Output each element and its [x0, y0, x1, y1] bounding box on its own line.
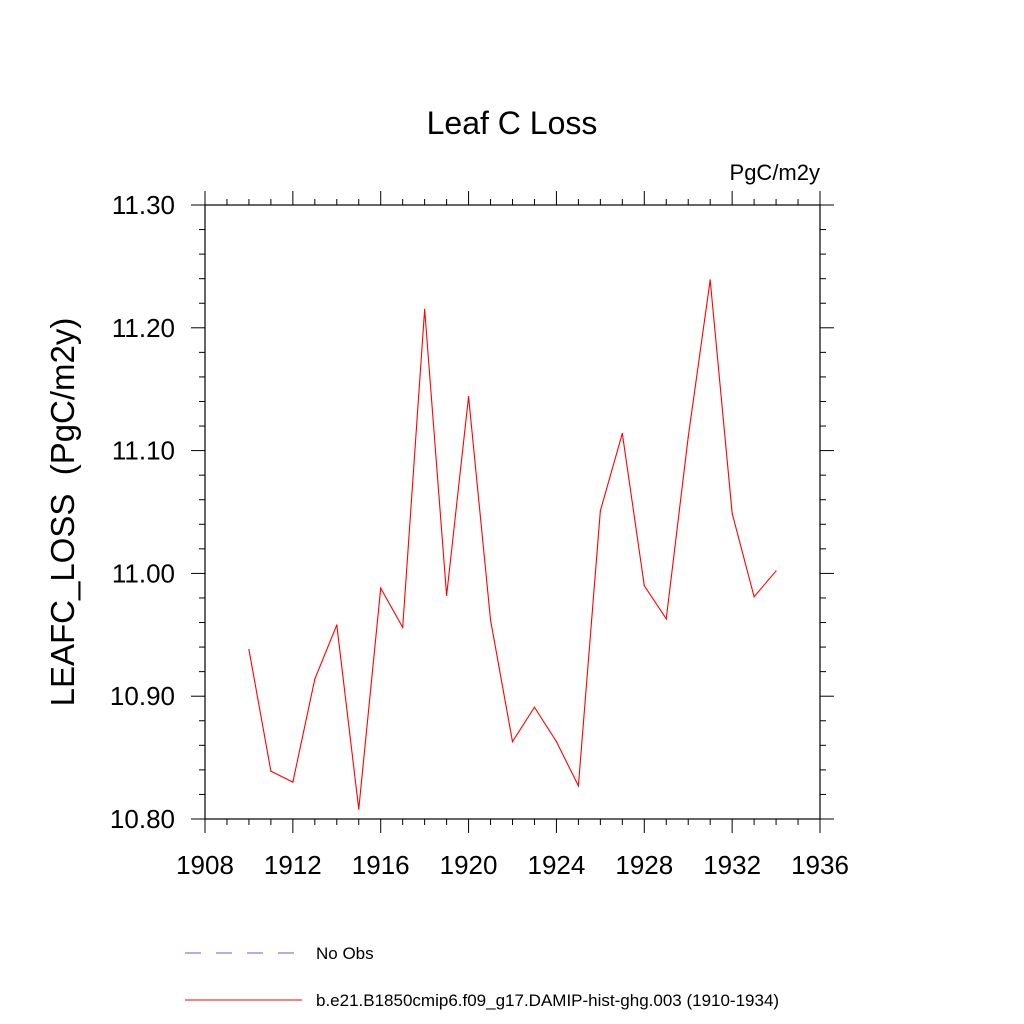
y-tick-label: 11.30: [112, 190, 175, 220]
data-point: [467, 395, 470, 398]
data-point: [380, 587, 382, 589]
x-tick-label: 1908: [176, 850, 234, 880]
data-point: [314, 678, 316, 680]
data-point: [621, 432, 623, 435]
data-point: [292, 781, 294, 783]
series-line-1: [248, 279, 777, 810]
plot-frame: [204, 204, 821, 820]
data-point: [687, 436, 689, 438]
data-point: [270, 770, 272, 772]
data-point: [446, 594, 448, 597]
axis-tick-labels: 1908 1912 1916 1920 1924 1928 1932 1936 10.80 10.…: [110, 190, 849, 880]
data-point: [402, 626, 404, 629]
data-point: [336, 624, 338, 626]
x-tick-label: 1936: [791, 850, 849, 880]
x-tick-label: 1924: [528, 850, 586, 880]
data-point: [248, 648, 250, 651]
data-point: [577, 785, 579, 787]
x-tick-label: 1912: [264, 850, 322, 880]
data-point: [665, 618, 667, 620]
data-point: [358, 808, 360, 810]
legend-label-model-run: b.e21.B1850cmip6.f09_g17.DAMIP-hist-ghg.…: [316, 991, 779, 1010]
data-point: [643, 585, 645, 587]
data-point: [709, 279, 711, 281]
legend-label-no-obs: No Obs: [316, 944, 374, 963]
data-point: [511, 741, 514, 743]
x-tick-label: 1928: [615, 850, 673, 880]
x-tick-label: 1932: [703, 850, 761, 880]
data-point: [775, 570, 777, 572]
y-tick-label: 10.90: [110, 681, 175, 711]
y-axis-label: LEAFC_LOSS (PgC/m2y): [44, 318, 81, 707]
legend: No Obs b.e21.B1850cmip6.f09_g17.DAMIP-hi…: [185, 944, 779, 1010]
y-tick-label: 10.80: [110, 804, 175, 834]
data-point: [489, 619, 492, 621]
y-tick-label: 11.20: [112, 313, 175, 343]
y-tick-label: 11.00: [112, 558, 175, 588]
data-point: [533, 706, 536, 708]
units-label: PgC/m2y: [730, 160, 820, 185]
axis-ticks: [191, 191, 834, 833]
y-tick-label: 11.10: [112, 436, 175, 466]
data-point: [555, 741, 558, 743]
data-point: [599, 510, 601, 512]
data-point: [753, 596, 755, 598]
data-point: [424, 308, 426, 310]
chart-title: Leaf C Loss: [427, 105, 598, 141]
data-point: [731, 512, 733, 514]
data-series: [248, 279, 777, 810]
x-tick-label: 1920: [440, 850, 498, 880]
x-tick-label: 1916: [352, 850, 410, 880]
